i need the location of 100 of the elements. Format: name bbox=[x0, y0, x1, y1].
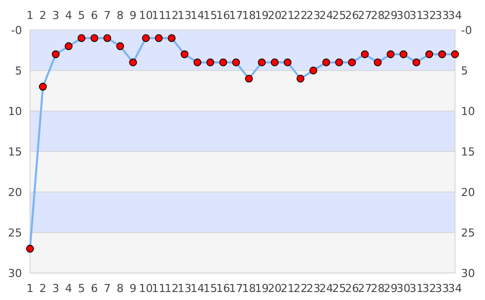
x-tick-label: 18 bbox=[242, 9, 256, 22]
x2-tick-label: 17 bbox=[229, 282, 244, 295]
x-tick-label: 16 bbox=[216, 9, 230, 22]
x2-tick-label: 20 bbox=[268, 282, 282, 295]
x2-tick-label: 4 bbox=[65, 282, 72, 295]
x-tick-label: 27 bbox=[358, 9, 372, 22]
x2-tick-label: 13 bbox=[178, 282, 192, 295]
point bbox=[438, 50, 446, 58]
point bbox=[116, 42, 124, 50]
point bbox=[335, 58, 343, 66]
x2-tick-label: 11 bbox=[152, 282, 166, 295]
x2-tick-label: 28 bbox=[370, 282, 385, 295]
x-tick-label: 4 bbox=[65, 9, 72, 22]
x2-tick-label: 3 bbox=[52, 282, 60, 295]
x2-tick-label: 22 bbox=[293, 282, 308, 295]
x2-tick-label: 32 bbox=[422, 282, 436, 295]
x-tick-label: 29 bbox=[384, 9, 398, 22]
point bbox=[142, 34, 150, 42]
x-tick-label: 15 bbox=[203, 9, 218, 22]
x-tick-label: 21 bbox=[280, 9, 295, 22]
x2-tick-label: 18 bbox=[242, 282, 256, 295]
y-tick-label: 20 bbox=[8, 186, 22, 199]
x2-tick-label: 8 bbox=[116, 282, 124, 295]
y-tick-label: -0 bbox=[11, 24, 22, 37]
point bbox=[451, 50, 459, 58]
x2-tick-label: 27 bbox=[358, 282, 372, 295]
y2-tick-label: -0 bbox=[461, 24, 472, 37]
y2-tick-label: 5 bbox=[461, 64, 468, 78]
point bbox=[270, 58, 279, 66]
x2-tick-label: 34 bbox=[448, 282, 462, 295]
point bbox=[129, 58, 137, 66]
x2-tick-label: 7 bbox=[104, 282, 111, 295]
point bbox=[52, 50, 60, 58]
point bbox=[348, 58, 356, 66]
y-tick-label: 30 bbox=[8, 266, 22, 280]
point bbox=[425, 50, 434, 58]
point bbox=[64, 42, 73, 50]
point bbox=[26, 244, 34, 253]
point bbox=[168, 34, 176, 42]
y-tick-label: 10 bbox=[8, 104, 22, 118]
x-tick-label: 25 bbox=[332, 9, 346, 22]
point bbox=[258, 58, 266, 66]
x-tick-label: 1 bbox=[26, 9, 34, 22]
point bbox=[309, 66, 318, 74]
x2-tick-label: 12 bbox=[164, 282, 179, 295]
x-tick-label: 8 bbox=[116, 9, 124, 22]
x2-tick-label: 6 bbox=[90, 282, 98, 295]
x-tick-label: 19 bbox=[254, 9, 269, 22]
x-tick-label: 20 bbox=[268, 9, 282, 22]
x2-tick-label: 1 bbox=[26, 282, 34, 295]
y2-tick-label: 10 bbox=[461, 104, 475, 118]
point bbox=[360, 50, 369, 58]
point bbox=[78, 34, 86, 42]
x2-tick-label: 31 bbox=[409, 282, 424, 295]
x2-tick-label: 24 bbox=[319, 282, 334, 295]
point bbox=[38, 82, 47, 91]
x2-tick-label: 2 bbox=[39, 282, 46, 295]
x-tick-label: 31 bbox=[409, 9, 424, 22]
x-tick-label: 33 bbox=[435, 9, 450, 22]
x-tick-label: 24 bbox=[319, 9, 334, 22]
x2-tick-label: 21 bbox=[280, 282, 295, 295]
point bbox=[284, 58, 292, 66]
x-tick-label: 14 bbox=[190, 9, 204, 22]
point bbox=[386, 50, 395, 58]
point bbox=[374, 58, 382, 66]
y-tick-label: 15 bbox=[8, 145, 22, 158]
x2-tick-label: 26 bbox=[344, 282, 359, 295]
x-tick-label: 30 bbox=[396, 9, 410, 22]
x2-tick-label: 19 bbox=[254, 282, 269, 295]
x2-tick-label: 9 bbox=[130, 282, 137, 295]
x2-tick-label: 16 bbox=[216, 282, 230, 295]
point bbox=[90, 34, 98, 42]
x-tick-label: 11 bbox=[152, 9, 166, 22]
x-tick-label: 26 bbox=[344, 9, 359, 22]
x-tick-label: 17 bbox=[229, 9, 244, 22]
x-tick-label: 3 bbox=[52, 9, 60, 22]
x2-tick-label: 14 bbox=[190, 282, 204, 295]
x-tick-label: 5 bbox=[78, 9, 86, 22]
x-tick-label: 9 bbox=[130, 9, 137, 22]
x2-tick-label: 5 bbox=[78, 282, 86, 295]
x-tick-label: 22 bbox=[293, 9, 308, 22]
y2-tick-label: 20 bbox=[461, 186, 475, 199]
y2-tick-label: 15 bbox=[461, 145, 475, 158]
x2-tick-label: 10 bbox=[138, 282, 153, 295]
point bbox=[154, 34, 163, 42]
point bbox=[412, 58, 420, 66]
point bbox=[232, 58, 240, 66]
x-tick-label: 2 bbox=[39, 9, 46, 22]
point bbox=[206, 58, 214, 66]
point bbox=[180, 50, 188, 58]
x2-tick-label: 25 bbox=[332, 282, 346, 295]
x2-tick-label: 33 bbox=[435, 282, 450, 295]
x-tick-label: 23 bbox=[306, 9, 320, 22]
x-tick-label: 13 bbox=[178, 9, 192, 22]
x-tick-label: 6 bbox=[90, 9, 98, 22]
y-tick-label: 5 bbox=[15, 64, 22, 78]
point bbox=[400, 50, 408, 58]
x2-tick-label: 30 bbox=[396, 282, 410, 295]
x2-tick-label: 23 bbox=[306, 282, 320, 295]
point bbox=[194, 58, 202, 66]
